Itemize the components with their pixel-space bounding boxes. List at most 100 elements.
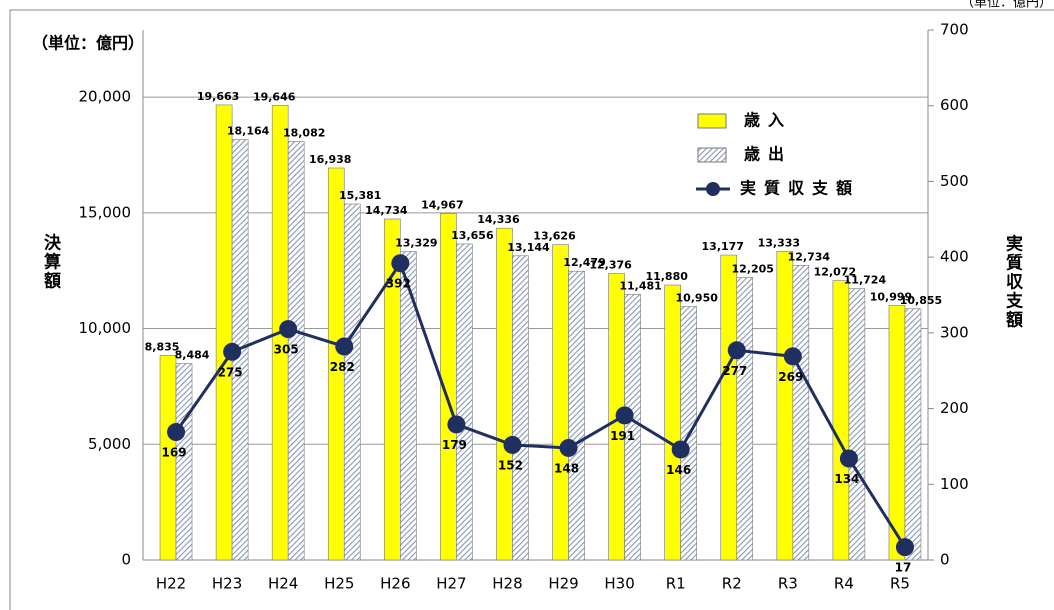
chart-frame	[9, 9, 1054, 610]
line-value-label: 148	[554, 461, 579, 475]
bar-value-label: 11,880	[645, 270, 688, 283]
y2-tick-label: 100	[940, 475, 969, 493]
x-tick-label: H23	[212, 575, 242, 593]
line-value-label: 275	[218, 365, 243, 379]
line-value-label: 269	[778, 370, 803, 384]
bar-value-label: 14,967	[421, 199, 463, 212]
y-tick-label: 5,000	[88, 435, 131, 453]
y-axis-title: 決算額	[40, 232, 62, 290]
bar-value-label: 15,381	[339, 189, 381, 202]
x-tick-label: H29	[548, 575, 578, 593]
x-tick-label: R5	[890, 575, 910, 593]
bar-value-label: 12,376	[589, 259, 632, 272]
line-value-label: 146	[666, 463, 691, 477]
y-tick-label: 0	[121, 551, 131, 569]
net-balance-marker	[279, 320, 298, 339]
y-tick-label: 15,000	[79, 203, 132, 221]
net-balance-marker	[503, 435, 522, 454]
x-tick-label: H26	[380, 575, 410, 593]
line-value-label: 134	[834, 472, 859, 486]
net-balance-marker	[559, 438, 578, 457]
legend-label: 歳入	[744, 111, 792, 130]
x-tick-label: H22	[156, 575, 186, 593]
net-balance-marker	[727, 341, 746, 360]
expenditure-bar	[175, 363, 193, 561]
bar-value-label: 13,329	[395, 237, 437, 250]
line-value-label: 152	[498, 458, 523, 472]
expenditure-bar	[792, 264, 810, 561]
expenditure-bar	[512, 255, 529, 561]
line-value-label: 169	[162, 446, 187, 460]
y2-tick-label: 0	[940, 551, 950, 569]
x-tick-label: R4	[834, 575, 854, 593]
bar-value-label: 18,164	[227, 125, 270, 138]
bar-value-label: 14,336	[477, 213, 520, 226]
expenditure-bar	[343, 203, 361, 561]
y2-tick-label: 300	[940, 323, 969, 341]
net-balance-marker	[335, 337, 354, 356]
expenditure-bar	[848, 288, 866, 561]
line-value-label: 305	[274, 343, 299, 357]
line-value-label: 277	[722, 364, 747, 378]
expenditure-bar	[287, 141, 305, 561]
y2-tick-label: 200	[940, 399, 969, 417]
bar-value-label: 19,663	[197, 90, 239, 103]
expenditure-bar	[624, 293, 641, 561]
bar-value-label: 13,626	[533, 230, 576, 243]
bar-value-label: 12,734	[788, 250, 831, 263]
net-balance-marker	[671, 440, 690, 459]
y2-axis-title: 実質収支額	[1002, 233, 1024, 329]
revenue-bar	[496, 227, 513, 561]
bar-value-label: 13,656	[451, 229, 494, 242]
net-balance-marker	[839, 449, 858, 468]
bar-value-label: 13,144	[507, 241, 550, 254]
bar-value-label: 10,999	[870, 290, 912, 303]
bar-value-label: 18,082	[283, 127, 325, 140]
revenue-bar	[664, 284, 681, 561]
bar-value-label: 8,484	[175, 349, 210, 362]
x-tick-label: H27	[436, 575, 466, 593]
x-tick-label: R3	[778, 575, 798, 593]
y2-tick-label: 500	[940, 172, 969, 190]
legend-label: 実質収支額	[740, 179, 860, 198]
line-value-label: 282	[330, 360, 355, 374]
net-balance-marker	[167, 423, 186, 442]
legend-swatch	[697, 113, 727, 129]
expenditure-bar	[568, 270, 585, 561]
revenue-bar	[552, 244, 569, 561]
revenue-bar	[776, 251, 794, 561]
revenue-bar	[215, 104, 233, 561]
x-tick-label: H25	[324, 575, 354, 593]
line-value-label: 17	[895, 561, 912, 575]
bar-value-label: 13,333	[758, 236, 800, 249]
line-value-label: 191	[610, 429, 635, 443]
bar-value-label: 14,734	[365, 204, 408, 217]
bar-value-label: 12,479	[563, 256, 605, 269]
legend-swatch	[697, 147, 727, 163]
expenditure-bar	[904, 308, 922, 561]
expenditure-bar	[400, 251, 417, 561]
bar-value-label: 12,205	[732, 263, 774, 276]
net-balance-marker	[447, 415, 466, 434]
bar-value-label: 12,072	[814, 266, 856, 279]
bar-value-label: 11,481	[619, 279, 661, 292]
expenditure-bar	[456, 243, 473, 561]
unit-label: （単位：億円）	[32, 34, 144, 53]
y2-tick-label: 700	[940, 21, 969, 39]
revenue-bar	[888, 305, 906, 561]
net-balance-marker	[615, 406, 634, 425]
line-value-label: 179	[442, 438, 467, 452]
bar-value-label: 19,646	[253, 90, 296, 103]
net-balance-marker	[223, 342, 242, 361]
unit-note: （単位：億円）	[961, 0, 1052, 11]
x-tick-label: H30	[604, 575, 634, 593]
bar-value-label: 10,855	[900, 294, 942, 307]
x-tick-label: R2	[722, 575, 742, 593]
net-balance-marker	[391, 254, 410, 273]
y2-tick-label: 600	[940, 96, 969, 114]
x-tick-label: R1	[666, 575, 686, 593]
legend-label: 歳出	[744, 145, 792, 164]
net-balance-line	[174, 259, 907, 548]
